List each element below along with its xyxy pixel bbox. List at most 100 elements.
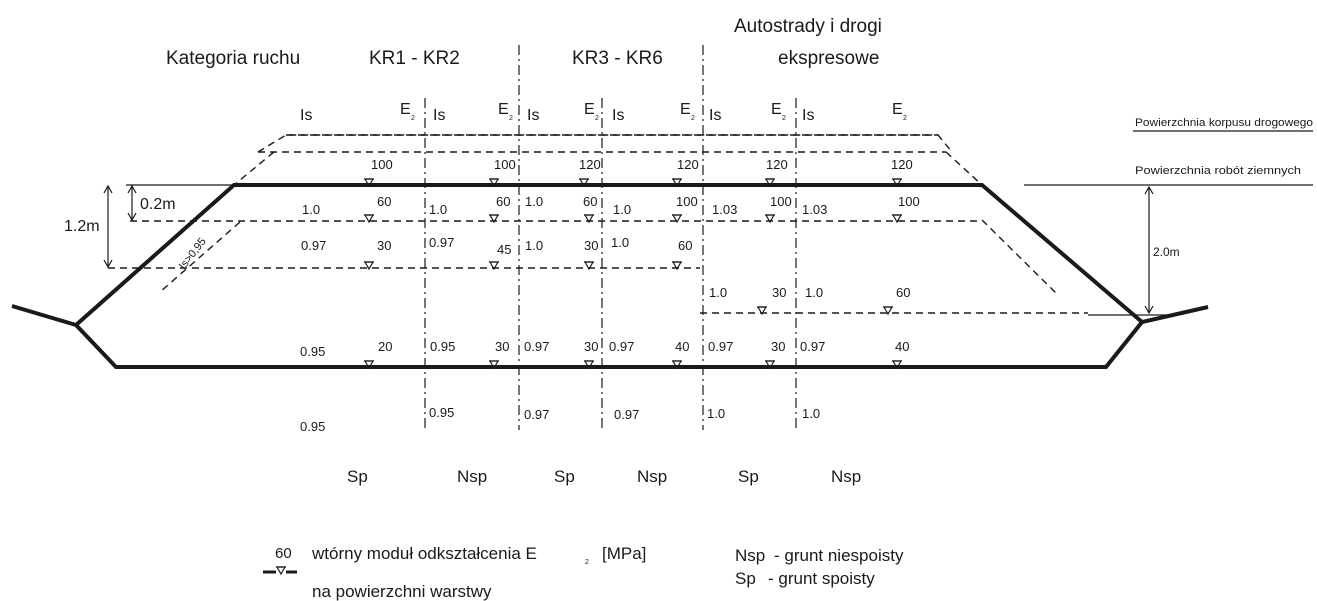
is-value: 0.97 [524,407,549,422]
col1-title: KR1 - KR2 [369,48,460,69]
is-value: 0.97 [429,235,454,250]
legend-modulus-unit: [MPa] [602,544,646,563]
is-value: 1.03 [802,202,827,217]
legend-nsp-code: Nsp [735,546,765,565]
dim-label-2-0: 2.0m [1153,245,1180,259]
e-value: 60 [496,194,510,209]
legend-sp-code: Sp [735,569,756,588]
e-sub: 2 [595,115,599,122]
is-value: 0.97 [614,407,639,422]
is-header: Is [802,107,814,124]
legend: 60 wtórny moduł odkształcenia E 2 [MPa] … [263,544,904,601]
road-body-left-slope [233,151,275,186]
surface-top-label: Powierzchnia korpusu drogowego [1135,117,1313,129]
is-header: Is [527,107,539,124]
e-value: 120 [677,157,699,172]
e-value: 60 [583,194,597,209]
is-value: 1.0 [525,194,543,209]
is-value: 1.0 [709,285,727,300]
ground-line-left [11,304,77,327]
is-value: 0.97 [301,238,326,253]
is-value: 0.95 [429,405,454,420]
e-value: 30 [495,339,509,354]
legend-marker-icon [275,566,287,575]
surface-earthworks-label: Powierzchnia robót ziemnych [1135,165,1301,177]
e-value: 100 [898,194,920,209]
is-value: 0.95 [300,344,325,359]
e-value: 30 [377,238,391,253]
soil-type: Nsp [831,467,861,486]
is-value: 1.0 [613,202,631,217]
is-value: 0.97 [708,339,733,354]
is-value: 0.97 [609,339,634,354]
dim-label-0-2: 0.2m [140,196,176,213]
e-value: 60 [377,194,391,209]
dim-arrow-2-0-top [1144,185,1154,195]
soil-type: Sp [554,467,575,486]
legend-nsp-text: - grunt niespoisty [774,546,904,565]
ground-line-right [1141,305,1209,324]
is-value: 1.0 [525,238,543,253]
is-value: 1.0 [302,202,320,217]
inner-slope-line-right [981,219,1059,296]
is-value: 0.97 [524,339,549,354]
soil-type: Nsp [637,467,667,486]
e-value: 120 [891,157,913,172]
legend-modulus-sub: 2 [585,559,589,566]
e-sub: 2 [691,115,695,122]
e-value: 30 [584,238,598,253]
e-sub: 2 [903,115,907,122]
dim-arrow-0-2-bottom [127,212,137,222]
soil-type: Nsp [457,467,487,486]
dim-arrow-1-2-top [103,184,113,194]
e-value: 100 [676,194,698,209]
e-sub: 2 [411,115,415,122]
legend-modulus-line1: wtórny moduł odkształcenia E [311,544,537,563]
soil-type: Sp [738,467,759,486]
legend-sp-text: - grunt spoisty [768,569,875,588]
legend-modulus-line2: na powierzchni warstwy [312,582,492,601]
is-value: 1.0 [611,235,629,250]
e-value: 100 [371,157,393,172]
sub-headers: Is E 2 Is E 2 Is E 2 Is E 2 Is E 2 Is E … [300,101,907,124]
is-header: Is [709,107,721,124]
soil-type: Sp [347,467,368,486]
dim-arrow-2-0-bottom [1144,305,1154,315]
col3-title-line1: Autostrady i drogi [734,16,882,37]
e-value: 20 [378,339,392,354]
road-body-top-outline [257,134,953,153]
category-label: Kategoria ruchu [166,48,300,69]
is-value: 0.95 [430,339,455,354]
e-value: 100 [494,157,516,172]
is-value: 1.0 [802,406,820,421]
is-header: Is [433,107,445,124]
is-header: Is [300,107,312,124]
is-value: 0.97 [800,339,825,354]
e-value: 40 [675,339,689,354]
e-value: 30 [584,339,598,354]
dim-arrow-0-2-top [127,184,137,194]
e-value: 45 [497,242,511,257]
e-value: 100 [770,194,792,209]
e-header: E [680,101,691,118]
is-value: 1.03 [712,202,737,217]
e-value: 40 [895,339,909,354]
inner-slope-line [159,221,241,293]
is-value: 1.0 [707,406,725,421]
e-sub: 2 [509,115,513,122]
dim-label-1-2: 1.2m [64,218,100,235]
e-value: 30 [772,285,786,300]
e-value: 120 [579,157,601,172]
e-header: E [400,101,411,118]
e-header: E [771,101,782,118]
e-value: 30 [771,339,785,354]
is-value: 0.95 [300,419,325,434]
col2-title: KR3 - KR6 [572,48,663,69]
road-body-right-slope [945,151,983,186]
e-sub: 2 [782,115,786,122]
e-value: 60 [896,285,910,300]
e-header: E [892,101,903,118]
dim-arrow-1-2-bottom [103,259,113,269]
e-value: 60 [678,238,692,253]
is-header: Is [612,107,624,124]
